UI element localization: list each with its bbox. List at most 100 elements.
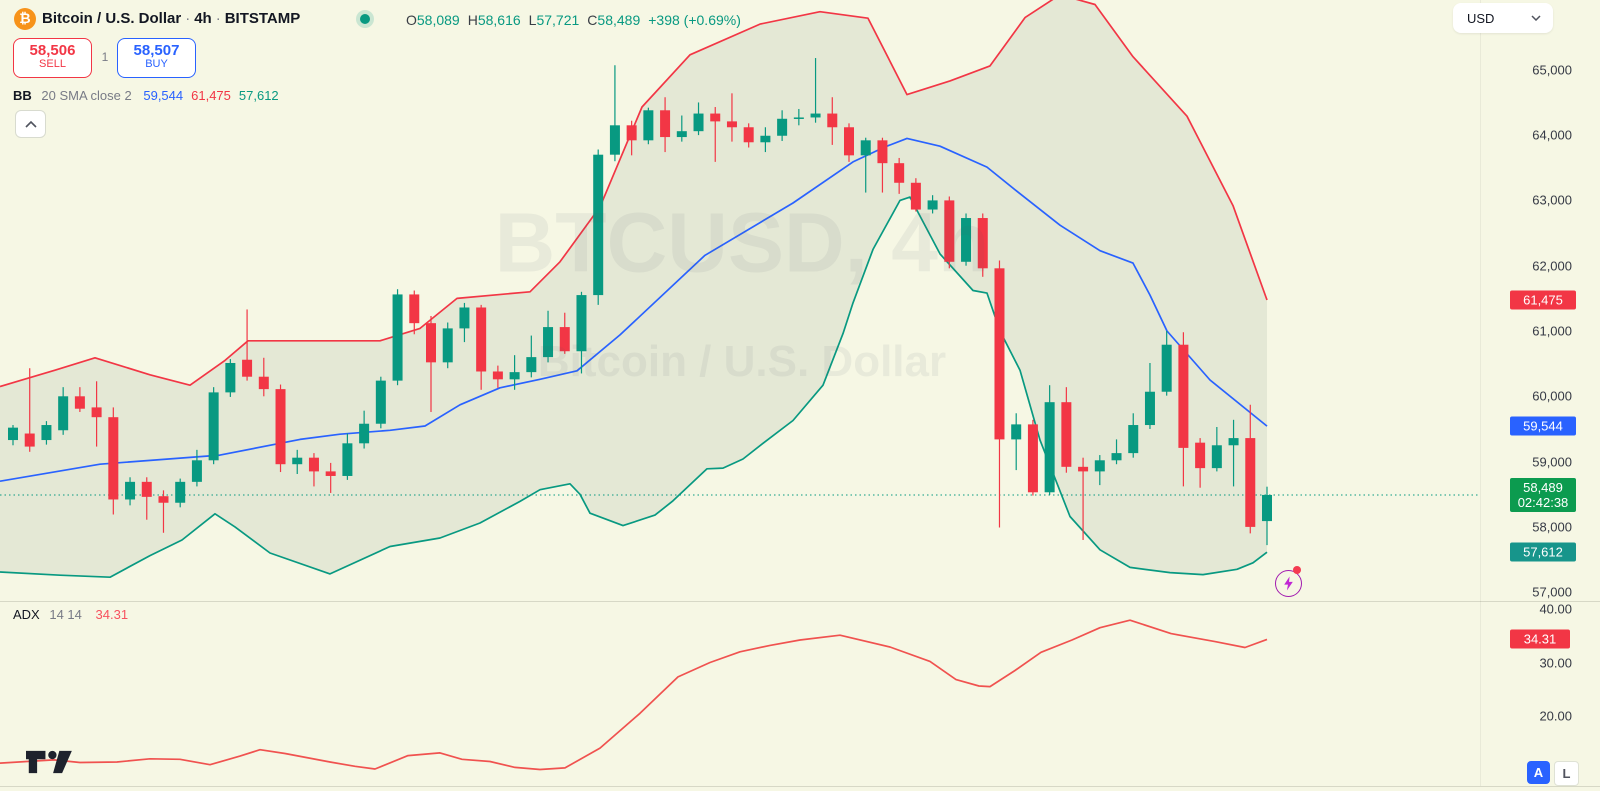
- adx-line: [0, 619, 1268, 771]
- ohlc-value: 57,721: [536, 12, 580, 28]
- notification-dot: [1293, 566, 1301, 574]
- adx-indicator-legend[interactable]: ADX 14 14 34.31: [13, 607, 128, 622]
- auto-scale-toggle[interactable]: A: [1527, 761, 1550, 784]
- candle: [927, 200, 938, 210]
- tradingview-logo[interactable]: [26, 748, 76, 776]
- candle: [559, 327, 570, 352]
- market-status-icon[interactable]: [360, 14, 370, 24]
- candle: [961, 218, 972, 262]
- candle: [476, 307, 487, 372]
- currency-label: USD: [1467, 10, 1495, 26]
- candle: [593, 154, 604, 296]
- chart-plot-area[interactable]: [0, 0, 1480, 786]
- buy-button[interactable]: 58,507 BUY: [117, 38, 196, 78]
- axis-tick-label: 59,000: [1532, 454, 1572, 470]
- bb-indicator-legend[interactable]: BB 20 SMA close 2 59,544 61,475 57,612: [13, 88, 279, 103]
- candle: [175, 481, 186, 503]
- candle: [994, 268, 1005, 440]
- bar-countdown: 02:42:38: [1517, 494, 1569, 510]
- currency-dropdown[interactable]: USD: [1453, 3, 1553, 33]
- bb-values: 59,544 61,475 57,612: [135, 88, 278, 103]
- symbol-name[interactable]: Bitcoin / U.S. Dollar: [42, 10, 182, 27]
- candle: [292, 457, 303, 465]
- candle: [1011, 424, 1022, 440]
- pane-divider[interactable]: [0, 601, 1600, 602]
- interval-label[interactable]: 4h: [194, 10, 212, 27]
- buy-label: BUY: [145, 58, 168, 70]
- candle: [191, 460, 202, 482]
- bb-upper-line: [0, 0, 1268, 388]
- candle: [944, 200, 955, 262]
- ohlc-label: C: [587, 12, 598, 28]
- candle: [1178, 344, 1189, 448]
- candle: [1144, 391, 1155, 426]
- candle: [1195, 442, 1206, 469]
- candle: [710, 113, 721, 122]
- axis-tick-label: 61,000: [1532, 323, 1572, 339]
- change-value: +398 (+0.69%): [648, 12, 741, 28]
- candle: [643, 110, 654, 141]
- candle: [208, 392, 219, 461]
- candle: [409, 294, 420, 324]
- candle: [392, 294, 403, 381]
- sell-label: SELL: [39, 58, 66, 70]
- candle: [158, 496, 169, 503]
- candle: [676, 131, 687, 138]
- collapse-legend-button[interactable]: [15, 110, 46, 138]
- candle: [860, 140, 871, 156]
- candle: [275, 389, 286, 465]
- candle: [41, 425, 52, 441]
- axis-tick-label: 65,000: [1532, 62, 1572, 78]
- bb-value: 57,612: [238, 88, 279, 103]
- candle: [609, 125, 620, 155]
- exchange-label[interactable]: BITSTAMP: [224, 10, 301, 27]
- bottom-divider: [0, 786, 1600, 787]
- price-axis[interactable]: 65,000 64,000 63,000 62,000 61,000 60,000 59,0…: [1480, 0, 1600, 786]
- axis-tick-label: 30.00: [1539, 655, 1572, 670]
- axis-tick-label: 40.00: [1539, 601, 1572, 617]
- symbol-title-row[interactable]: Bitcoin / U.S. Dollar · 4h · BITSTAMP: [42, 10, 300, 27]
- candle: [74, 396, 85, 409]
- last-price-badge: 58,489 02:42:38: [1510, 477, 1576, 512]
- log-scale-toggle[interactable]: L: [1554, 761, 1579, 786]
- candle: [359, 423, 370, 444]
- candle: [426, 323, 436, 363]
- price-level-badge: 61,475: [1510, 290, 1576, 310]
- bb-middle-line: [0, 137, 1268, 483]
- adx-value: 34.31: [95, 607, 129, 622]
- candle: [1027, 424, 1038, 493]
- sell-price: 58,506: [29, 42, 76, 59]
- lightning-marker-icon[interactable]: [1275, 570, 1302, 597]
- candle: [1128, 425, 1139, 454]
- candle: [660, 110, 671, 138]
- price-axis-divider[interactable]: [1480, 0, 1481, 786]
- candle: [1111, 453, 1122, 461]
- chevron-down-icon: [1531, 15, 1541, 21]
- candle: [459, 307, 470, 329]
- candle: [1262, 494, 1272, 522]
- candle: [894, 163, 905, 183]
- axis-tick-label: 58,000: [1532, 519, 1572, 535]
- adx-params: 14 14: [49, 607, 82, 622]
- candle: [793, 117, 804, 119]
- candle: [543, 327, 554, 358]
- candle: [125, 481, 136, 500]
- candle: [1094, 460, 1105, 472]
- axis-tick-label: 57,000: [1532, 584, 1572, 600]
- bb-value: 61,475: [191, 88, 231, 103]
- ohlc-label: L: [528, 12, 537, 28]
- price-level-badge: 57,612: [1510, 542, 1576, 562]
- price-pane[interactable]: [0, 0, 1478, 579]
- candle: [1078, 466, 1089, 472]
- sell-button[interactable]: 58,506 SELL: [13, 38, 92, 78]
- candle: [760, 135, 771, 143]
- candle: [375, 380, 386, 424]
- candle: [977, 218, 988, 269]
- axis-tick-label: 20.00: [1539, 708, 1572, 724]
- candle: [108, 417, 119, 500]
- candle: [777, 118, 788, 136]
- bb-params: 20 SMA close 2: [41, 88, 132, 103]
- watermark-name: Bitcoin / U.S. Dollar: [537, 337, 947, 386]
- buy-price: 58,507: [133, 42, 180, 59]
